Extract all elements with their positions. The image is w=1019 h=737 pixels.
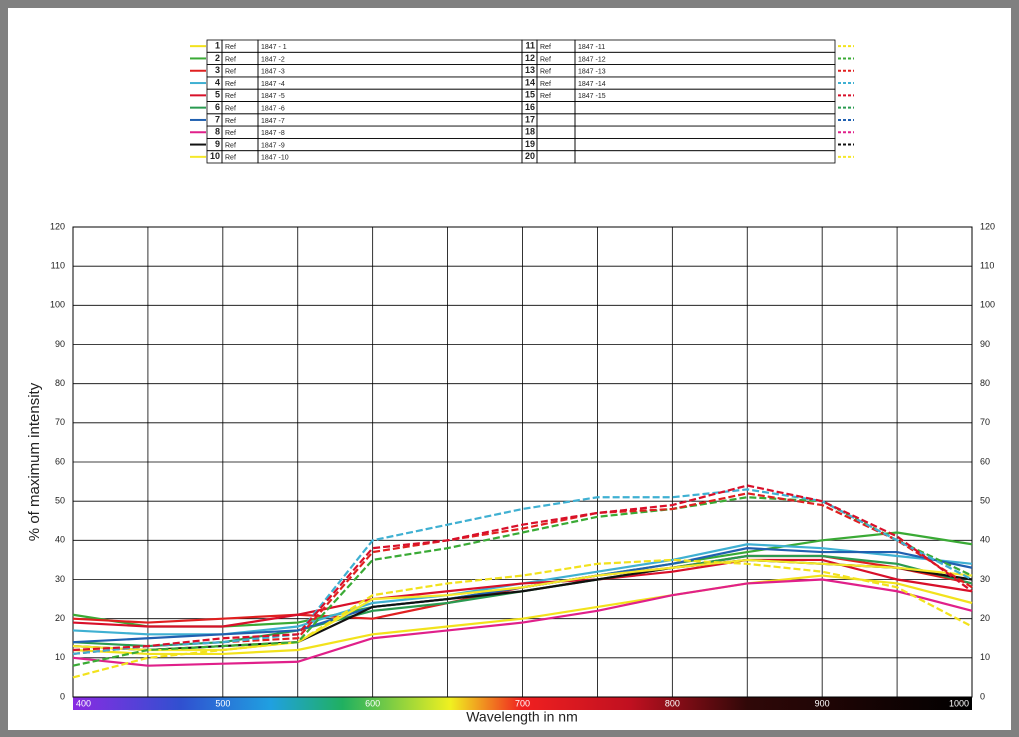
legend-entry: 1847 -4	[261, 81, 285, 88]
x-axis-title: Wavelength in nm	[466, 709, 578, 725]
legend-ref: Ref	[225, 44, 236, 51]
legend-number: 8	[215, 127, 220, 137]
y2-tick-label: 10	[980, 652, 990, 662]
legend-entry: 1847 -5	[261, 93, 285, 100]
legend-number: 15	[525, 90, 535, 100]
series-line	[72, 484, 973, 652]
y2-tick-label: 80	[980, 378, 990, 388]
legend-number: 6	[215, 102, 220, 112]
y-tick-label: 0	[60, 691, 65, 701]
y2-tick-label: 100	[980, 300, 995, 310]
y2-tick-label: 40	[980, 535, 990, 545]
y2-tick-label: 90	[980, 339, 990, 349]
legend-ref: Ref	[540, 56, 551, 63]
legend-entry: 1847 -3	[261, 69, 285, 76]
y-tick-label: 90	[55, 339, 65, 349]
y-tick-label: 20	[55, 613, 65, 623]
legend-ref: Ref	[225, 81, 236, 88]
legend-number: 7	[215, 114, 220, 124]
legend-entry: 1847 -11	[578, 44, 605, 51]
legend-ref: Ref	[225, 155, 236, 162]
legend-number: 19	[525, 139, 535, 149]
legend-number: 4	[215, 77, 220, 87]
y2-tick-label: 70	[980, 417, 990, 427]
x-tick-label: 600	[365, 698, 380, 708]
y-tick-label: 10	[55, 652, 65, 662]
legend-ref: Ref	[225, 142, 236, 149]
legend-entry: 1847 -12	[578, 56, 606, 63]
y-tick-label: 100	[50, 300, 65, 310]
y2-tick-label: 60	[980, 456, 990, 466]
legend-entry: 1847 -9	[261, 142, 285, 149]
legend-cell	[574, 150, 836, 164]
y2-tick-label: 120	[980, 221, 995, 231]
legend-number: 10	[210, 151, 220, 161]
legend-number: 12	[525, 53, 535, 63]
y2-tick-label: 30	[980, 574, 990, 584]
legend-ref: Ref	[225, 93, 236, 100]
x-tick-label: 700	[515, 698, 530, 708]
y-tick-label: 120	[50, 221, 65, 231]
panel	[8, 8, 1011, 730]
legend-entry: 1847 -15	[578, 93, 606, 100]
y-tick-label: 40	[55, 535, 65, 545]
legend-number: 11	[525, 41, 535, 51]
y-tick-label: 50	[55, 496, 65, 506]
legend-ref: Ref	[540, 44, 551, 51]
series-line	[72, 558, 973, 628]
x-tick-label: 900	[815, 698, 830, 708]
y2-tick-label: 20	[980, 613, 990, 623]
y-axis-title: % of maximum intensity	[26, 382, 43, 541]
legend-number: 18	[525, 127, 535, 137]
legend-ref: Ref	[225, 118, 236, 125]
y2-tick-label: 50	[980, 496, 990, 506]
legend-number: 16	[525, 102, 535, 112]
legend-ref: Ref	[225, 105, 236, 112]
legend-number: 1	[215, 41, 220, 51]
y-tick-label: 110	[51, 261, 65, 271]
legend-number: 3	[215, 65, 220, 75]
legend-entry: 1847 -7	[261, 118, 285, 125]
legend-entry: 1847 -6	[261, 105, 285, 112]
y-tick-label: 70	[55, 417, 65, 427]
legend-ref: Ref	[540, 81, 551, 88]
legend-ref: Ref	[540, 69, 551, 76]
x-tick-label: 800	[665, 698, 680, 708]
x-tick-label: 400	[76, 698, 91, 708]
legend-number: 9	[215, 139, 220, 149]
legend-number: 14	[525, 77, 535, 87]
y2-tick-label: 0	[980, 691, 985, 701]
legend-entry: 1847 - 1	[261, 44, 287, 51]
series-line	[72, 574, 973, 656]
legend-number: 20	[525, 151, 535, 161]
legend-number: 2	[215, 53, 220, 63]
y-tick-label: 60	[55, 456, 65, 466]
legend-entry: 1847 -8	[261, 130, 285, 137]
x-tick-label: 500	[215, 698, 230, 708]
legend-ref: Ref	[540, 93, 551, 100]
legend-number: 17	[525, 114, 535, 124]
x-tick-label: 1000	[949, 698, 969, 708]
y-tick-label: 80	[55, 378, 65, 388]
y-tick-label: 30	[55, 574, 65, 584]
series-line	[72, 578, 973, 667]
series-line	[72, 558, 973, 679]
legend-entry: 1847 -10	[261, 155, 289, 162]
y2-tick-label: 110	[980, 261, 994, 271]
spectrum-bar	[73, 697, 972, 710]
legend-number: 5	[215, 90, 220, 100]
legend-ref: Ref	[225, 130, 236, 137]
legend-entry: 1847 -14	[578, 81, 606, 88]
legend-entry: 1847 -2	[261, 56, 285, 63]
legend-ref: Ref	[225, 69, 236, 76]
legend-ref: Ref	[225, 56, 236, 63]
legend-number: 13	[525, 65, 535, 75]
legend-entry: 1847 -13	[578, 69, 606, 76]
